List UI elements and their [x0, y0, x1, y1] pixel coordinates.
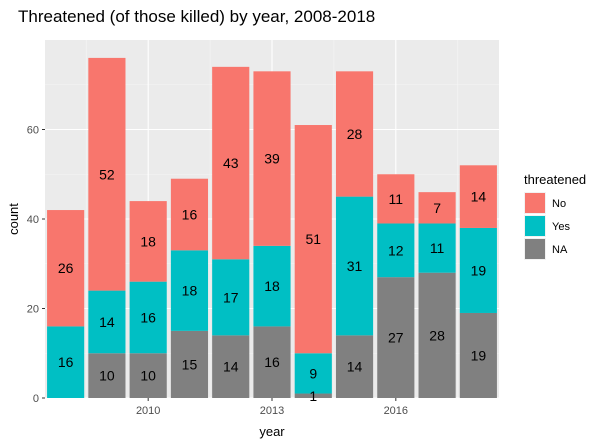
legend-key-yes — [525, 216, 545, 236]
legend-title: threatened — [524, 172, 586, 187]
x-axis: 2010 2013 2016 — [136, 398, 408, 417]
data-label: 16 — [264, 354, 280, 370]
data-label: 16 — [58, 354, 74, 370]
y-axis-label: count — [6, 203, 21, 235]
bar-no-2008 — [47, 210, 85, 327]
y-axis: 0 20 40 60 — [27, 125, 45, 405]
bar-no-2014 — [294, 125, 332, 354]
x-tick-label: 2013 — [260, 405, 284, 417]
data-label: 14 — [223, 359, 239, 375]
bar-na-2017 — [418, 272, 456, 398]
legend-label: Yes — [552, 221, 570, 233]
y-tick-label: 60 — [27, 125, 39, 137]
chart-title: Threatened (of those killed) by year, 20… — [18, 7, 375, 26]
data-label: 7 — [433, 200, 441, 216]
bar-na-2014 — [294, 393, 332, 398]
bar-na-2009 — [88, 353, 126, 398]
bar-no-2009 — [88, 57, 126, 291]
data-label: 28 — [347, 126, 363, 142]
data-label: 12 — [388, 242, 404, 258]
bar-yes-2009 — [88, 290, 126, 354]
data-label: 43 — [223, 155, 239, 171]
bar-no-2018 — [459, 165, 497, 228]
bar-yes-2016 — [377, 223, 415, 278]
bar-no-2012 — [212, 66, 250, 260]
data-label: 26 — [58, 260, 74, 276]
x-tick-label: 2016 — [384, 405, 408, 417]
bar-yes-2018 — [459, 227, 497, 313]
data-label: 14 — [347, 359, 363, 375]
bar-yes-2011 — [170, 250, 209, 331]
data-label: 28 — [429, 327, 445, 343]
data-label: 10 — [140, 368, 156, 384]
data-label: 18 — [264, 278, 280, 294]
x-axis-label: year — [259, 424, 285, 439]
data-label: 1 — [309, 388, 317, 404]
data-label: 52 — [99, 166, 115, 182]
data-label: 51 — [305, 231, 321, 247]
bar-no-2015 — [335, 71, 374, 197]
data-label: 14 — [99, 314, 115, 330]
data-label: 11 — [430, 240, 445, 256]
bar-yes-2008 — [47, 326, 85, 398]
y-tick-label: 0 — [33, 393, 39, 405]
data-label: 11 — [389, 191, 404, 207]
data-label: 18 — [140, 233, 156, 249]
data-label: 19 — [471, 262, 487, 278]
legend-key-no — [525, 193, 545, 213]
bar-no-2017 — [418, 192, 456, 224]
data-label: 19 — [471, 347, 487, 363]
bar-yes-2010 — [129, 281, 167, 354]
data-label: 18 — [182, 283, 198, 299]
bar-na-2013 — [253, 326, 291, 398]
bar-na-2011 — [170, 330, 209, 398]
bar-no-2011 — [170, 178, 209, 251]
bar-na-2018 — [459, 312, 497, 398]
data-label: 15 — [182, 356, 198, 372]
bar-na-2015 — [335, 335, 374, 398]
bar-yes-2013 — [253, 245, 291, 327]
x-tick-label: 2010 — [136, 405, 160, 417]
y-tick-label: 20 — [27, 304, 39, 316]
bar-yes-2017 — [418, 223, 456, 273]
bar-yes-2012 — [212, 259, 250, 336]
data-label: 14 — [471, 189, 487, 205]
data-label: 16 — [140, 309, 156, 325]
bar-yes-2015 — [335, 196, 374, 336]
legend-label: NA — [552, 244, 568, 256]
legend: threatened No Yes NA — [524, 172, 586, 260]
bar-na-2016 — [377, 277, 415, 398]
bar-stacks — [47, 57, 497, 398]
data-labels: 1626101452101618151816141743161839195114… — [58, 126, 487, 404]
bar-no-2013 — [253, 71, 291, 246]
y-tick-label: 40 — [27, 214, 39, 226]
bar-na-2012 — [212, 335, 250, 398]
legend-label: No — [552, 198, 566, 210]
data-label: 31 — [347, 258, 363, 274]
bar-na-2010 — [129, 353, 167, 398]
legend-key-na — [525, 239, 545, 259]
bar-yes-2014 — [294, 353, 332, 394]
data-label: 39 — [264, 151, 280, 167]
data-label: 10 — [99, 368, 115, 384]
data-label: 17 — [223, 289, 239, 305]
bar-no-2016 — [377, 174, 415, 224]
data-label: 27 — [388, 330, 404, 346]
data-label: 16 — [182, 207, 198, 223]
bar-no-2010 — [129, 201, 167, 282]
data-label: 9 — [309, 365, 317, 381]
